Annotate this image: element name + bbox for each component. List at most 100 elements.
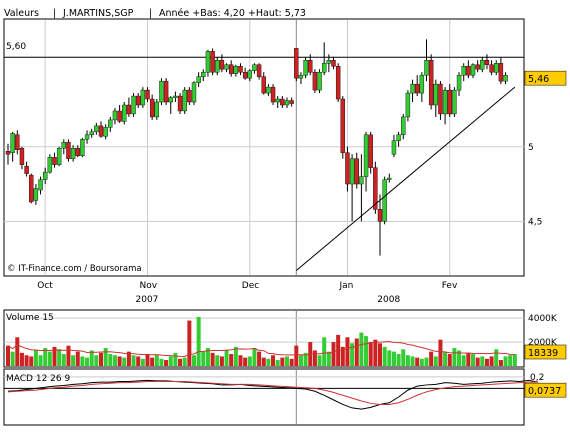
candle-up: [363, 134, 369, 177]
volume-bar: [326, 351, 331, 366]
header-range: Année +Bas: 4,20 +Haut: 5,73: [159, 8, 306, 19]
price-candles: [5, 39, 516, 271]
candle-down: [270, 86, 276, 103]
year-tick-label: 2007: [136, 295, 159, 305]
volume-bar: [52, 346, 57, 366]
last-macd-badge: 0,0737: [528, 386, 561, 397]
volume-bar: [126, 351, 131, 366]
volume-bar: [303, 352, 308, 366]
candle-up: [168, 97, 173, 103]
candle-down: [149, 98, 155, 118]
macd-axis-tick-label: 0,2: [530, 373, 544, 383]
watermark: © IT-Finance.com / Boursorama: [7, 264, 142, 274]
candle-up: [424, 60, 429, 76]
candle-down: [219, 60, 225, 70]
volume-bar: [373, 339, 378, 366]
volume-bar: [252, 348, 257, 366]
volume-bar: [117, 356, 122, 366]
volume-bar: [289, 358, 294, 366]
volume-bar: [238, 355, 243, 366]
candle-up: [247, 70, 253, 79]
candle-down: [331, 60, 336, 67]
candle-up: [470, 64, 476, 76]
candle-down: [117, 110, 122, 122]
volume-bar: [475, 357, 480, 366]
volume-bar: [99, 352, 103, 366]
candle-up: [480, 60, 485, 70]
volume-bar: [229, 354, 234, 366]
candle-up: [303, 60, 308, 76]
candle-up: [405, 92, 411, 118]
volume-bar: [489, 356, 494, 366]
macd-line: [7, 379, 539, 410]
macd-panel-frame: [3, 368, 525, 426]
volume-bar: [466, 352, 471, 366]
candle-down: [187, 89, 192, 103]
candle-up: [33, 188, 39, 201]
volume-panel-frame: [3, 309, 525, 368]
volume-bar: [331, 342, 336, 366]
candle-up: [131, 95, 136, 115]
candle-up: [494, 63, 499, 73]
volume-bar: [461, 355, 466, 366]
volume-bar: [257, 351, 262, 366]
volume-axis-tick-label: 2000K: [528, 338, 558, 348]
volume-bar: [10, 351, 15, 366]
volume-bar: [43, 348, 48, 366]
candle-down: [340, 98, 345, 153]
price-axis-tick-label: 4,5: [528, 217, 542, 227]
year-tick-label: 2008: [377, 295, 400, 305]
volume-bar: [178, 358, 183, 366]
volume-bar: [71, 355, 76, 366]
candle-up: [461, 66, 466, 76]
volume-title: Volume 15: [6, 313, 54, 323]
candle-up: [224, 64, 229, 70]
month-tick-label: Fev: [442, 281, 458, 291]
volume-bar: [503, 356, 508, 366]
volume-bar: [103, 348, 108, 366]
candle-down: [98, 125, 104, 137]
volume-bar: [173, 352, 178, 366]
volume-bar: [75, 351, 80, 366]
volume-bar: [312, 350, 317, 366]
volume-bar: [94, 355, 99, 366]
candle-up: [154, 101, 160, 118]
candle-down: [256, 64, 262, 77]
volume-bar: [498, 360, 503, 366]
candle-down: [177, 95, 183, 112]
macd-signal-line: [7, 380, 539, 405]
candle-up: [266, 86, 271, 94]
volume-bar: [108, 354, 113, 366]
candle-down: [335, 66, 341, 100]
candle-down: [377, 209, 383, 222]
candle-up: [419, 74, 425, 94]
volume-bar: [364, 336, 369, 366]
volume-bar: [457, 350, 462, 366]
volume-bar: [382, 346, 387, 366]
volume-bar: [85, 357, 90, 366]
volume-bar: [57, 349, 62, 366]
candle-up: [349, 158, 355, 185]
volume-bar: [136, 356, 141, 366]
candle-down: [66, 142, 71, 159]
candle-up: [298, 74, 304, 79]
candle-up: [401, 116, 406, 136]
volume-bar: [210, 352, 215, 366]
volume-bar: [429, 351, 434, 366]
month-tick-label: Dec: [242, 281, 259, 291]
volume-bar: [396, 354, 401, 366]
volume-bar: [192, 355, 196, 366]
candle-up: [10, 133, 15, 153]
candle-up: [503, 74, 508, 82]
candle-down: [438, 83, 443, 115]
candle-up: [61, 142, 66, 149]
macd-grid: [4, 376, 524, 389]
axis-labels: Oct Nov Dec Jan Fev 2007 2008 4,5 5 2000K 4000K 0,2: [37, 143, 558, 383]
candle-up: [456, 74, 462, 91]
volume-bar: [494, 349, 499, 366]
volume-bar: [405, 355, 410, 366]
volume-bar: [38, 355, 43, 366]
volume-bar: [508, 355, 513, 366]
candle-down: [135, 95, 141, 106]
